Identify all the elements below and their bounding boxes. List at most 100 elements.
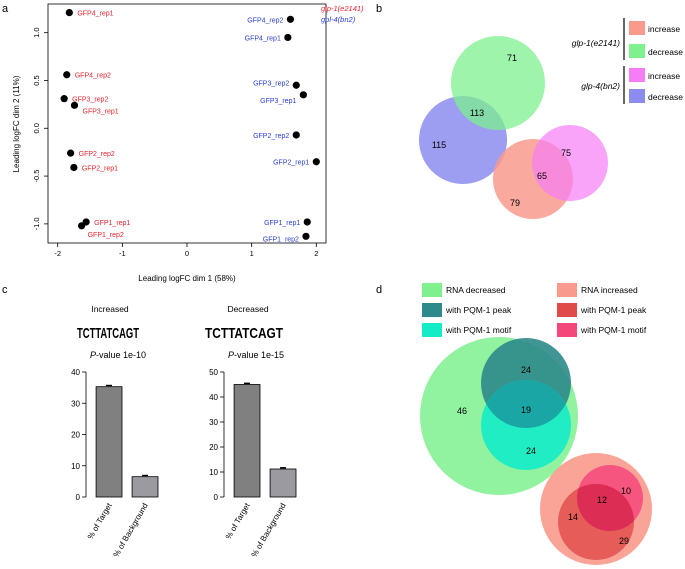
mds-point [70, 164, 77, 171]
venn-b-legend-group: glp-1(e2141) [572, 38, 620, 48]
bar-decreased-plot: 0 10 20 30 40 50 % of Target% of Background [209, 368, 296, 559]
bar-ytick-label: 30 [71, 399, 80, 408]
mds-point [61, 95, 68, 102]
mds-points: GFP4_rep1 GFP4_rep2 GFP3_rep2 GFP3_rep1 GFP2… [61, 9, 320, 243]
venn-d-count: 29 [619, 536, 629, 546]
venn-b-legend-swatch [629, 44, 645, 58]
panel-label-d: d [376, 284, 382, 296]
venn-d-count: 14 [568, 512, 578, 522]
mds-point-label: GFP2_rep2 [253, 133, 289, 140]
bar-category-label: % of Background [112, 502, 150, 559]
venn-d-legend-label: RNA increased [581, 285, 638, 295]
bar-increased-title: Increased [91, 304, 129, 314]
venn-b-legend-swatch [629, 68, 645, 82]
venn-b-legend-group: glp-4(bn2) [581, 81, 620, 91]
mds-plot-frame [48, 4, 326, 243]
bar-ytick-label: 40 [209, 393, 218, 402]
venn-b-count: 71 [507, 53, 517, 63]
mds-xtick-label: 0 [185, 249, 189, 258]
venn-b-count: 65 [537, 171, 547, 181]
venn-d-legend-swatch [557, 283, 577, 297]
mds-xlabel: Leading logFC dim 1 (58%) [138, 274, 236, 283]
venn-b-legend-swatch [629, 89, 645, 103]
mds-point [304, 218, 311, 225]
mds-point-label: GFP3_rep2 [253, 80, 289, 87]
venn-d-count: 24 [521, 365, 531, 375]
mds-point [313, 158, 320, 165]
mds-point [293, 131, 300, 138]
venn-b-legend-label: decrease [648, 92, 683, 102]
bar-ytick-label: 10 [71, 462, 80, 471]
mds-ylabel: Leading logFC dim 2 (11%) [12, 75, 21, 172]
mds-point-label: GFP1_rep1 [94, 220, 130, 227]
mds-point [302, 233, 309, 240]
venn-d-count: 12 [597, 495, 607, 505]
mds-xtick-label: -2 [54, 249, 61, 258]
mds-point-label: GFP4_rep2 [75, 73, 111, 80]
bar-ytick-label: 30 [209, 418, 218, 427]
panel-label-a: a [2, 3, 9, 15]
bar-ytick-label: 20 [71, 431, 80, 440]
venn-b-count: 113 [470, 108, 484, 118]
venn-d-legend-swatch [422, 303, 442, 317]
pvalue-text: -value 1e-10 [96, 350, 146, 360]
mds-point-label: GFP4_rep1 [77, 11, 113, 18]
venn-d-legend-label: with PQM-1 motif [445, 325, 512, 335]
bar-increased-plot: 0 10 20 30 40 % of Target% of Background [71, 368, 158, 559]
bar-ytick-label: 20 [209, 443, 218, 452]
bar-ytick-label: 10 [209, 468, 218, 477]
mds-xtick-label: 2 [314, 249, 318, 258]
mds-point-label: GFP3_rep1 [83, 108, 119, 115]
mds-point [300, 91, 307, 98]
mds-point-label: GFP1_rep2 [88, 232, 124, 239]
mds-point-label: GFP1_rep1 [264, 220, 300, 227]
mds-point [63, 71, 70, 78]
mds-ytick-label: 0.5 [32, 75, 41, 85]
venn-d-legend-swatch [557, 323, 577, 337]
bar-ytick-label: 0 [76, 493, 81, 502]
bar-category-label: % of Target [224, 501, 252, 541]
venn-b-legend-label: increase [648, 71, 680, 81]
mds-plot: -2 -1 0 1 2-1.0-0.50.00.51.0 GFP4_rep1GFP4_r… [12, 4, 364, 283]
bar-increased-pvalue: P-value 1e-10 [90, 350, 146, 360]
venn-d-count: 19 [521, 405, 531, 415]
venn-d-count: 46 [457, 406, 467, 416]
mds-point [67, 150, 74, 157]
venn-b-count: 75 [561, 148, 571, 158]
venn-d-legend-label: RNA decreased [446, 285, 506, 295]
bar-category-label: % of Target [86, 501, 114, 541]
venn-b: 71 113 115 75 65 79 glp-1(e2141) increas… [419, 18, 683, 219]
mds-point-label: GFP1_rep2 [263, 236, 299, 243]
venn-d: RNA decreased RNA increased with PQM-1 p… [420, 283, 652, 565]
bar-decreased-motif-logo: TCTTATCAGT [205, 325, 283, 342]
venn-d-legend-swatch [422, 323, 442, 337]
bar [270, 469, 296, 497]
pvalue-text: -value 1e-15 [234, 350, 284, 360]
mds-ytick-label: 0.0 [32, 123, 41, 133]
venn-d-count: 24 [526, 446, 536, 456]
mds-point-label: GFP2_rep1 [273, 160, 309, 167]
bar [96, 387, 122, 497]
venn-d-count: 10 [621, 486, 631, 496]
venn-d-legend-label: with PQM-1 motif [580, 325, 647, 335]
mds-point-label: GFP3_rep2 [72, 97, 108, 104]
mds-point-label: GFP4_rep1 [245, 35, 281, 42]
venn-d-legend-swatch [557, 303, 577, 317]
mds-point-label: GFP2_rep2 [79, 151, 115, 158]
mds-point [293, 82, 300, 89]
venn-d-legend-label: with PQM-1 peak [580, 305, 647, 315]
bar-decreased-title: Decreased [227, 304, 268, 314]
venn-b-count: 115 [432, 140, 446, 150]
mds-legend-glp1: glp-1(e2141) [321, 4, 364, 13]
bar-ytick-label: 0 [214, 493, 219, 502]
mds-legend-gpl4: gpl-4(bn2) [321, 15, 356, 24]
mds-point-label: GFP4_rep2 [247, 17, 283, 24]
mds-point [71, 102, 78, 109]
mds-point [284, 34, 291, 41]
bar-ytick-label: 40 [71, 368, 80, 377]
bar-ytick-label: 50 [209, 368, 218, 377]
mds-ytick-label: 1.0 [32, 27, 41, 37]
mds-ytick-label: -0.5 [32, 170, 41, 183]
mds-point-label: GFP3_rep1 [260, 98, 296, 105]
bar-increased-motif-logo: TCTTATCAGT [77, 325, 139, 342]
